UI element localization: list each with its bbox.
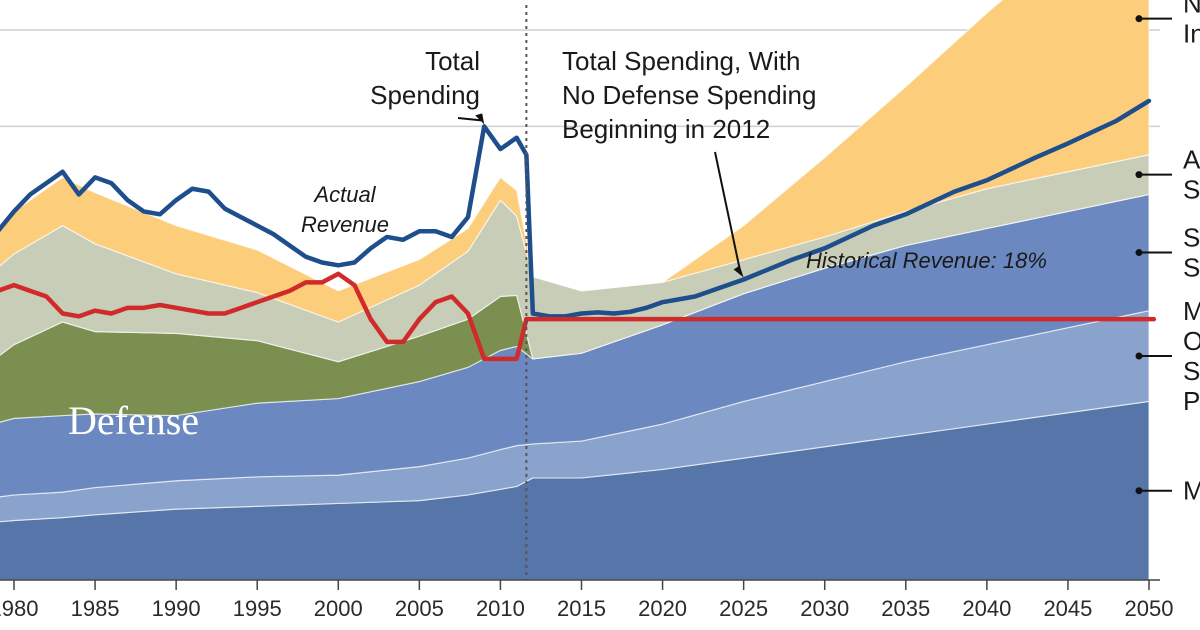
x-tick-label-2045: 2045 — [1043, 596, 1092, 621]
x-tick-label-1995: 1995 — [233, 596, 282, 621]
line-total-spending — [0, 98, 1152, 319]
x-tick-label-1990: 1990 — [152, 596, 201, 621]
label-actual-revenue-0: Actual — [312, 182, 376, 207]
right-label-other-mandatory-0: M — [1183, 296, 1200, 326]
right-label-other-mandatory-2: S — [1183, 356, 1200, 386]
x-tick-label-2025: 2025 — [719, 596, 768, 621]
label-total-spending-1: Spending — [370, 80, 480, 110]
series-lines — [0, 98, 1157, 362]
pointer-total-spending — [457, 117, 482, 122]
label-defense: Defense — [68, 398, 199, 443]
line-actual-revenue — [0, 271, 529, 362]
pointer-no-defense — [714, 151, 742, 274]
x-tick-label-2015: 2015 — [557, 596, 606, 621]
x-tick-label-2005: 2005 — [395, 596, 444, 621]
stacked-areas — [0, 0, 1150, 581]
right-labels: NInASpSoSeMOSPM — [1135, 0, 1200, 506]
area-net-interest — [0, 0, 1150, 323]
x-tick-label-2000: 2000 — [314, 596, 363, 621]
label-no-defense-0: Total Spending, With — [562, 46, 800, 76]
label-actual-revenue-1: Revenue — [301, 212, 389, 237]
x-tick-label-1980: 1980 — [0, 596, 38, 621]
right-label-medicare-0: M — [1183, 476, 1200, 506]
arrowhead-no-defense — [733, 265, 744, 278]
right-label-all-other-0: A — [1183, 145, 1200, 175]
label-no-defense-1: No Defense Spending — [562, 80, 816, 110]
x-tick-label-1985: 1985 — [71, 596, 120, 621]
x-tick-label-2040: 2040 — [962, 596, 1011, 621]
x-tick-label-2050: 2050 — [1125, 596, 1174, 621]
x-tick-label-2035: 2035 — [881, 596, 930, 621]
right-label-net-interest-0: N — [1183, 0, 1200, 19]
label-total-spending-0: Total — [425, 46, 480, 76]
x-axis: 1980 1985 1990 1995 2000 2005 2010 2015 2020 2025… — [0, 579, 1174, 621]
right-label-other-mandatory-1: O — [1183, 326, 1200, 356]
right-label-social-security-0: So — [1183, 223, 1200, 253]
x-tick-label-2020: 2020 — [638, 596, 687, 621]
right-label-all-other-1: Sp — [1183, 175, 1200, 205]
arrowhead-total-spending — [475, 113, 485, 125]
right-label-social-security-1: Se — [1183, 253, 1200, 283]
x-tick-label-2010: 2010 — [476, 596, 525, 621]
right-label-other-mandatory-3: P — [1183, 386, 1200, 416]
label-no-defense-2: Beginning in 2012 — [562, 114, 770, 144]
right-label-net-interest-1: In — [1183, 19, 1200, 49]
label-historical-revenue: Historical Revenue: 18% — [806, 248, 1047, 273]
x-tick-label-2030: 2030 — [800, 596, 849, 621]
annotations: Total Spending Actual Revenue Total Spending… — [68, 46, 1047, 443]
